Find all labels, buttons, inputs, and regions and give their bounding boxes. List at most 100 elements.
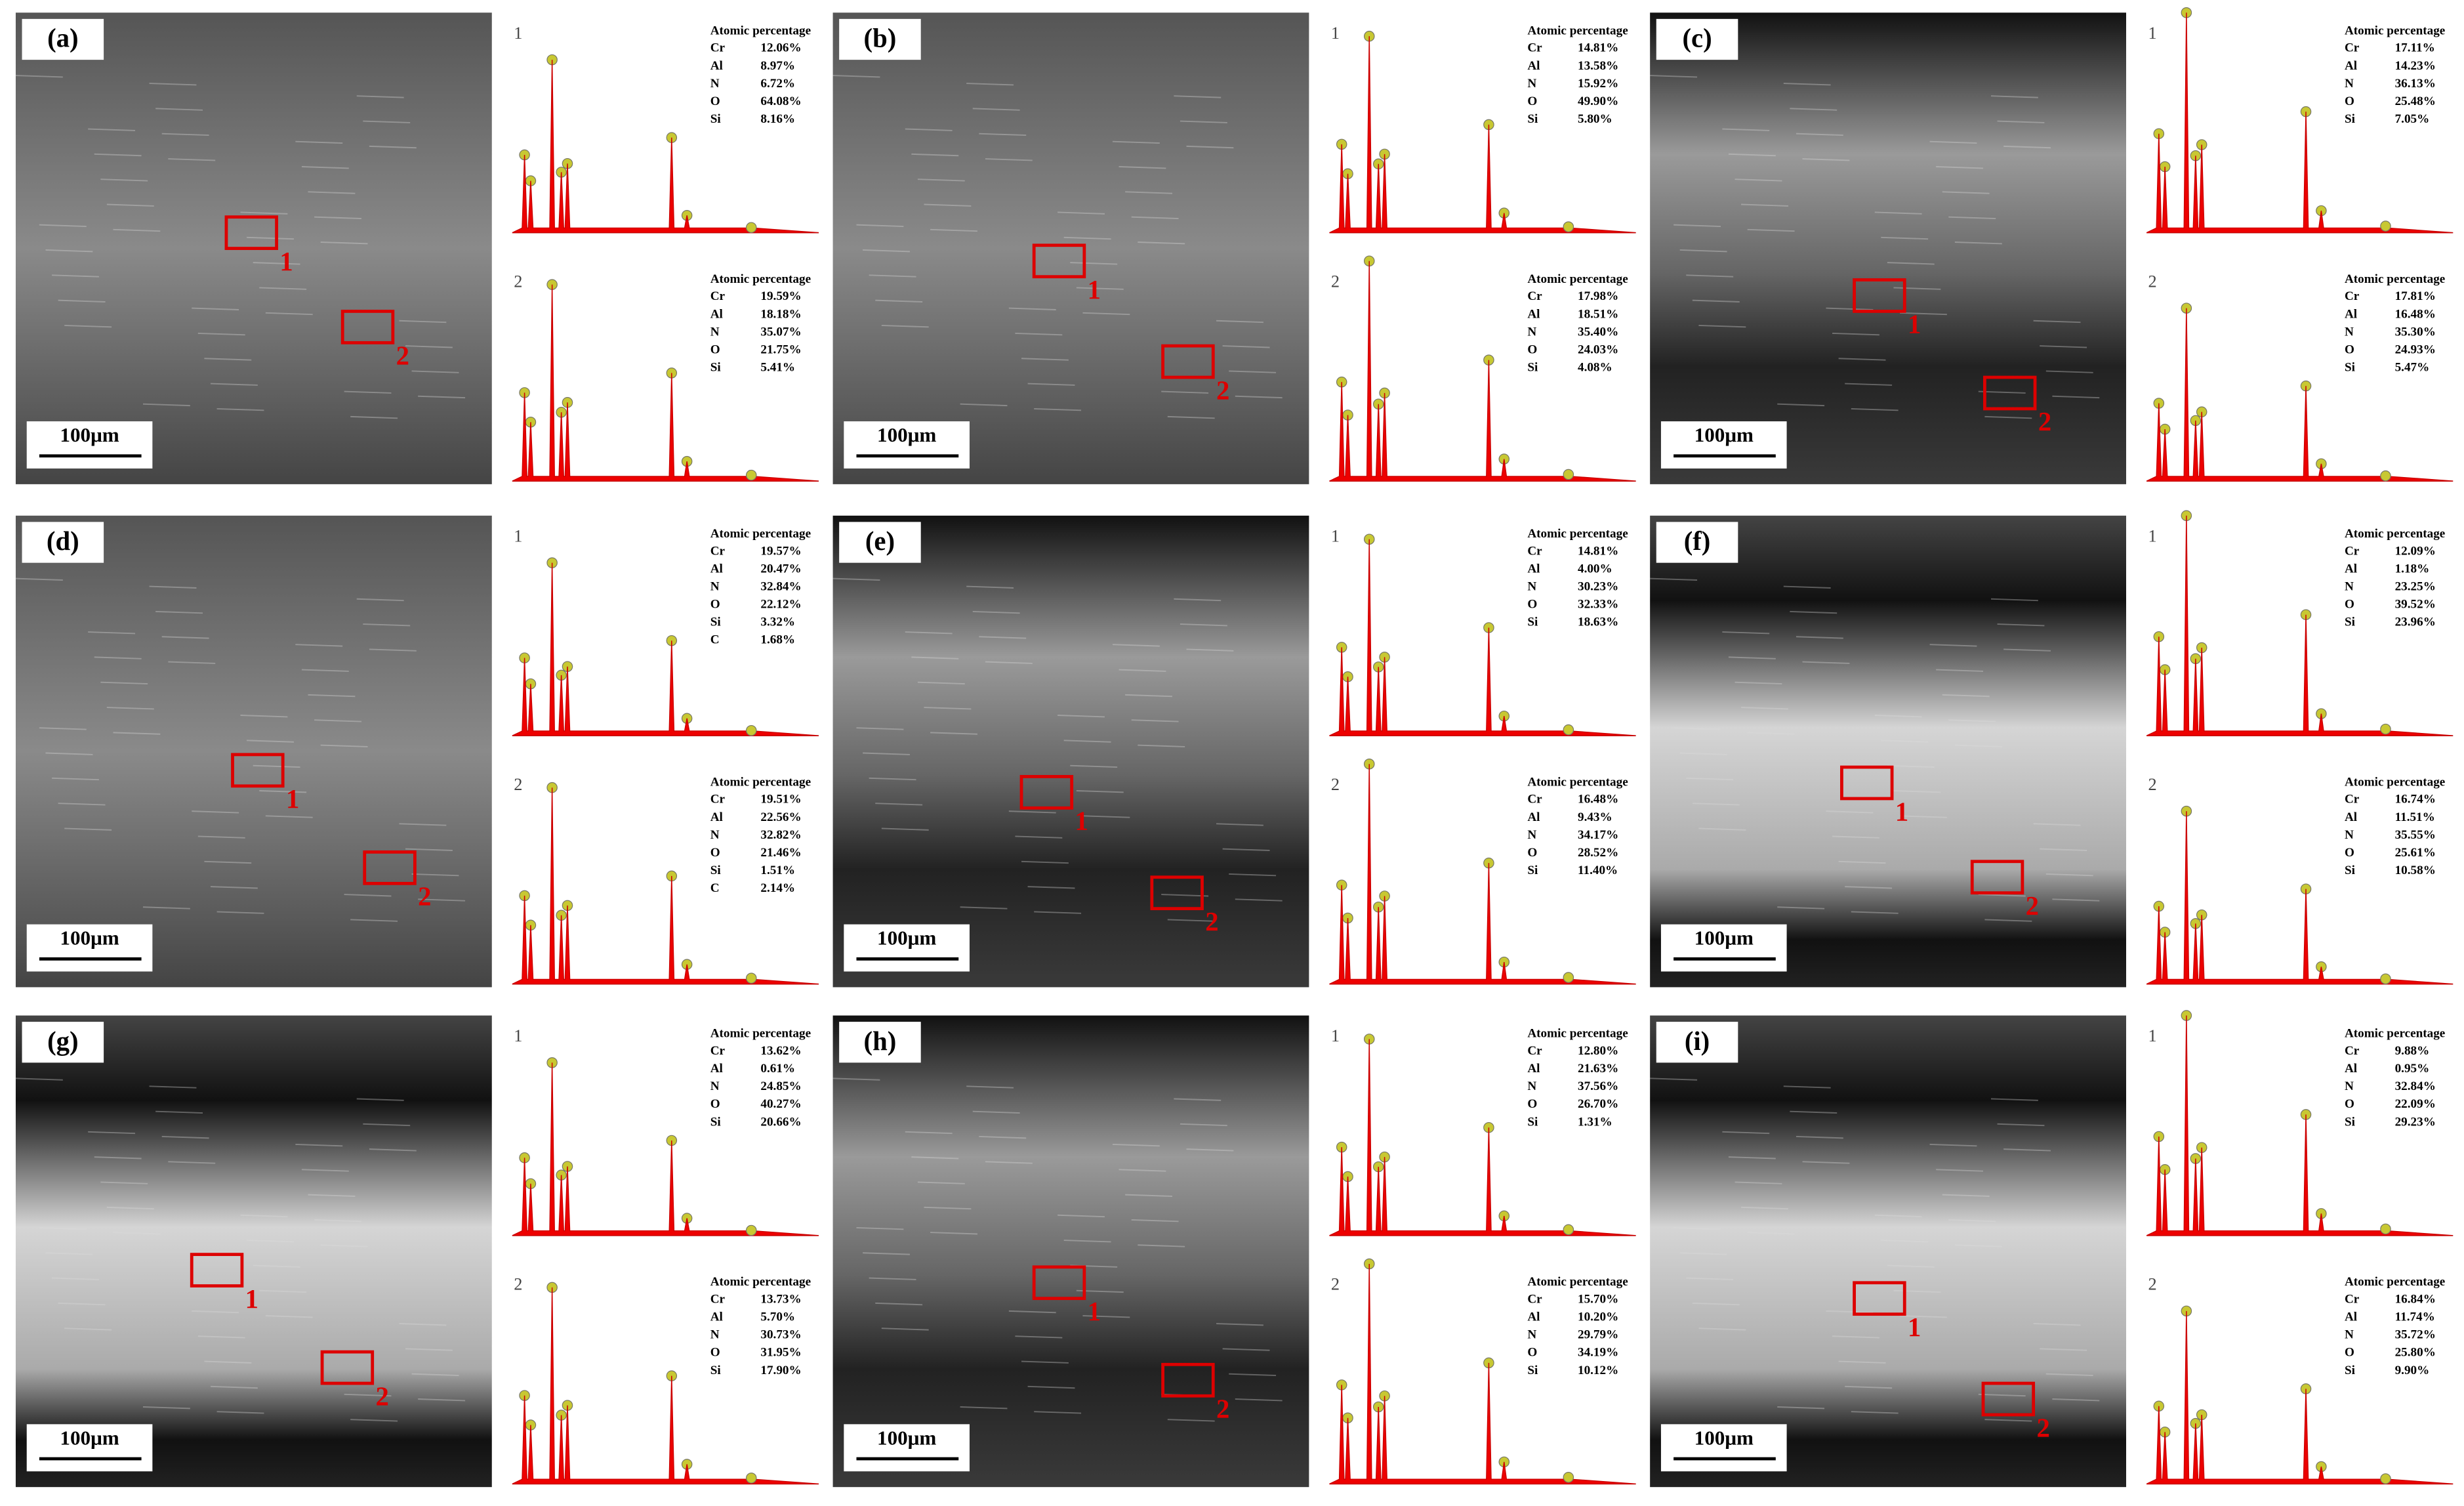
- texture: [1777, 403, 1825, 407]
- texture: [1997, 623, 2045, 627]
- texture: [2045, 1373, 2093, 1377]
- label-box: [22, 1022, 104, 1063]
- element: Si: [1527, 360, 1538, 374]
- element: Si: [1527, 1364, 1538, 1377]
- element: O: [2345, 1097, 2354, 1111]
- texture: [1063, 1240, 1111, 1243]
- texture: [1027, 383, 1075, 386]
- texture: [1698, 1328, 1746, 1331]
- texture: [1954, 241, 2002, 245]
- texture: [1881, 1240, 1929, 1243]
- texture: [1984, 919, 2032, 922]
- scale-bar-label: 100μm: [60, 423, 119, 446]
- texture: [155, 108, 203, 111]
- texture: [1229, 873, 1277, 877]
- texture: [1783, 83, 1831, 86]
- texture: [411, 873, 459, 877]
- element: N: [2345, 579, 2354, 593]
- peak-marker: [745, 1224, 757, 1236]
- texture: [1686, 274, 1734, 278]
- region-label: 1: [245, 1284, 258, 1314]
- texture: [832, 577, 880, 581]
- texture: [875, 1302, 923, 1306]
- spectrum: [1329, 1263, 1636, 1485]
- label-box: [22, 18, 104, 60]
- texture: [1984, 1419, 2032, 1422]
- percentage: 17.98%: [1578, 289, 1618, 303]
- texture: [52, 274, 99, 278]
- label-box: [1656, 522, 1738, 563]
- percentage: 20.66%: [760, 1115, 801, 1129]
- region-label: 1: [279, 247, 293, 276]
- peak-marker: [2380, 1473, 2391, 1484]
- percentage: 11.51%: [2395, 810, 2435, 824]
- scale-bar-label: 100μm: [60, 1426, 119, 1449]
- element: Si: [710, 360, 722, 374]
- texture: [1235, 395, 1283, 399]
- texture: [1838, 358, 1886, 361]
- texture: [2052, 898, 2100, 902]
- texture: [972, 1110, 1020, 1114]
- sem-image: [832, 1015, 1309, 1488]
- texture: [1990, 598, 2038, 602]
- texture: [295, 644, 343, 647]
- percentage: 19.57%: [760, 544, 801, 558]
- region-label: 2: [2036, 1413, 2049, 1442]
- spectrum: [512, 562, 819, 736]
- texture: [1990, 95, 2038, 98]
- panel-label: (h): [864, 1026, 897, 1056]
- percentage: 25.61%: [2395, 846, 2436, 860]
- texture: [1832, 835, 1879, 839]
- percentage: 11.40%: [1578, 864, 1618, 877]
- texture: [45, 752, 93, 755]
- element: Al: [2345, 1310, 2357, 1324]
- texture: [240, 1214, 288, 1218]
- texture: [1082, 312, 1130, 316]
- spectrum: [2146, 811, 2454, 985]
- percentage: 0.95%: [2395, 1062, 2430, 1076]
- texture: [168, 661, 216, 664]
- spectrum: [2146, 1015, 2454, 1236]
- texture: [1783, 585, 1831, 589]
- texture: [88, 1131, 136, 1135]
- scale-bar-label: 100μm: [877, 927, 936, 950]
- texture: [2052, 395, 2100, 399]
- texture: [1235, 898, 1283, 902]
- texture: [1235, 1398, 1283, 1402]
- texture: [856, 224, 904, 227]
- percentage: 32.84%: [760, 579, 801, 593]
- element: Al: [710, 562, 723, 575]
- texture: [881, 1328, 929, 1331]
- texture: [344, 1393, 392, 1397]
- texture: [1722, 631, 1770, 635]
- texture: [869, 777, 916, 781]
- texture: [94, 1156, 142, 1160]
- scale-box: [26, 924, 153, 972]
- spectrum: [2146, 308, 2454, 482]
- spectrum-label: 2: [514, 1275, 522, 1294]
- peak-marker: [2380, 220, 2391, 232]
- texture: [1978, 894, 2026, 897]
- element: Al: [2345, 307, 2357, 321]
- peak-marker: [1563, 221, 1574, 232]
- percentage: 13.73%: [760, 1292, 801, 1306]
- panel: (a) 100μm 1 2 1 Atomic percentage Cr 12.06% Al 8.…: [15, 12, 819, 484]
- spectrum-label: 2: [514, 775, 522, 794]
- percentage: 17.81%: [2395, 289, 2436, 303]
- texture: [985, 1161, 1033, 1164]
- panel-label: (e): [865, 526, 895, 556]
- region-label: 2: [2026, 891, 2039, 921]
- texture: [1008, 810, 1056, 814]
- texture: [2033, 320, 2081, 324]
- spectrum-label: 1: [514, 1026, 522, 1045]
- texture: [979, 636, 1027, 639]
- texture: [856, 727, 904, 730]
- texture: [356, 1098, 404, 1101]
- peak-marker: [2380, 1223, 2391, 1235]
- texture: [204, 860, 252, 864]
- element: Cr: [710, 544, 726, 558]
- texture: [320, 1244, 368, 1247]
- texture: [1131, 1219, 1179, 1223]
- texture: [320, 744, 368, 747]
